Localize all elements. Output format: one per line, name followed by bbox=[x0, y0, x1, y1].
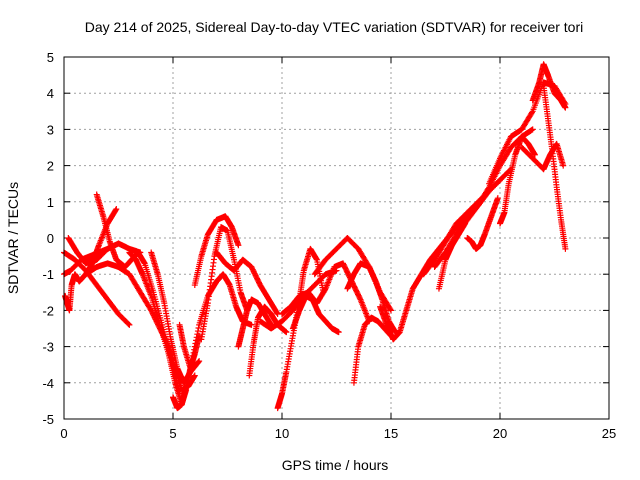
data-point-markers bbox=[529, 61, 569, 111]
data-point-markers bbox=[464, 195, 501, 252]
data-point-markers bbox=[518, 140, 567, 173]
y-tick-label: 1 bbox=[47, 195, 54, 210]
series-arc-32 bbox=[540, 82, 569, 252]
data-point-markers bbox=[191, 213, 242, 289]
y-tick-label: -5 bbox=[42, 412, 54, 427]
plot-frame bbox=[63, 56, 610, 420]
x-tick-label: 5 bbox=[169, 426, 176, 441]
y-axis-label: SDTVAR / TECUs bbox=[5, 182, 21, 294]
series-arc-19 bbox=[289, 292, 342, 336]
grid-lines bbox=[64, 57, 609, 419]
data-point-markers bbox=[213, 249, 281, 318]
data-point-markers bbox=[198, 224, 251, 343]
series-arc-31 bbox=[518, 140, 567, 173]
data-point-markers bbox=[289, 292, 342, 336]
series-arc-27 bbox=[464, 195, 501, 252]
x-axis-label: GPS time / hours bbox=[282, 457, 389, 473]
y-tick-label: -4 bbox=[42, 376, 54, 391]
data-point-markers bbox=[540, 82, 569, 252]
data-point-markers bbox=[65, 235, 144, 267]
series-arc-30 bbox=[529, 61, 569, 111]
y-tick-label: 3 bbox=[47, 122, 54, 137]
series-arc-15 bbox=[246, 303, 290, 379]
data-point-markers bbox=[344, 260, 399, 336]
x-tick-label: 15 bbox=[384, 426, 398, 441]
y-tick-label: 0 bbox=[47, 231, 54, 246]
series-arc-12 bbox=[198, 224, 251, 343]
series-arc-22 bbox=[344, 260, 399, 336]
y-tick-label: 5 bbox=[47, 50, 54, 65]
y-tick-label: 4 bbox=[47, 86, 54, 101]
y-tick-label: -2 bbox=[42, 303, 54, 318]
data-series bbox=[61, 61, 569, 412]
x-tick-label: 20 bbox=[493, 426, 507, 441]
x-tick-label: 25 bbox=[602, 426, 616, 441]
series-arc-11 bbox=[191, 213, 242, 289]
y-tick-label: -1 bbox=[42, 267, 54, 282]
chart-title: Day 214 of 2025, Sidereal Day-to-day VTE… bbox=[85, 19, 584, 35]
tick-labels: 0 5 10 15 20 25 -5 -4 -3 -2 -1 0 1 2 3 4 5 bbox=[42, 50, 616, 441]
data-point-markers bbox=[246, 303, 290, 379]
series-arc-4 bbox=[65, 235, 144, 267]
x-tick-label: 10 bbox=[275, 426, 289, 441]
series-arc-13 bbox=[213, 249, 281, 318]
x-tick-label: 0 bbox=[60, 426, 67, 441]
series-arc-29 bbox=[497, 133, 538, 227]
y-tick-label: -3 bbox=[42, 340, 54, 355]
y-tick-label: 2 bbox=[47, 159, 54, 174]
series-arc-26 bbox=[435, 220, 469, 292]
data-point-markers bbox=[435, 220, 469, 292]
data-point-markers bbox=[497, 133, 538, 227]
